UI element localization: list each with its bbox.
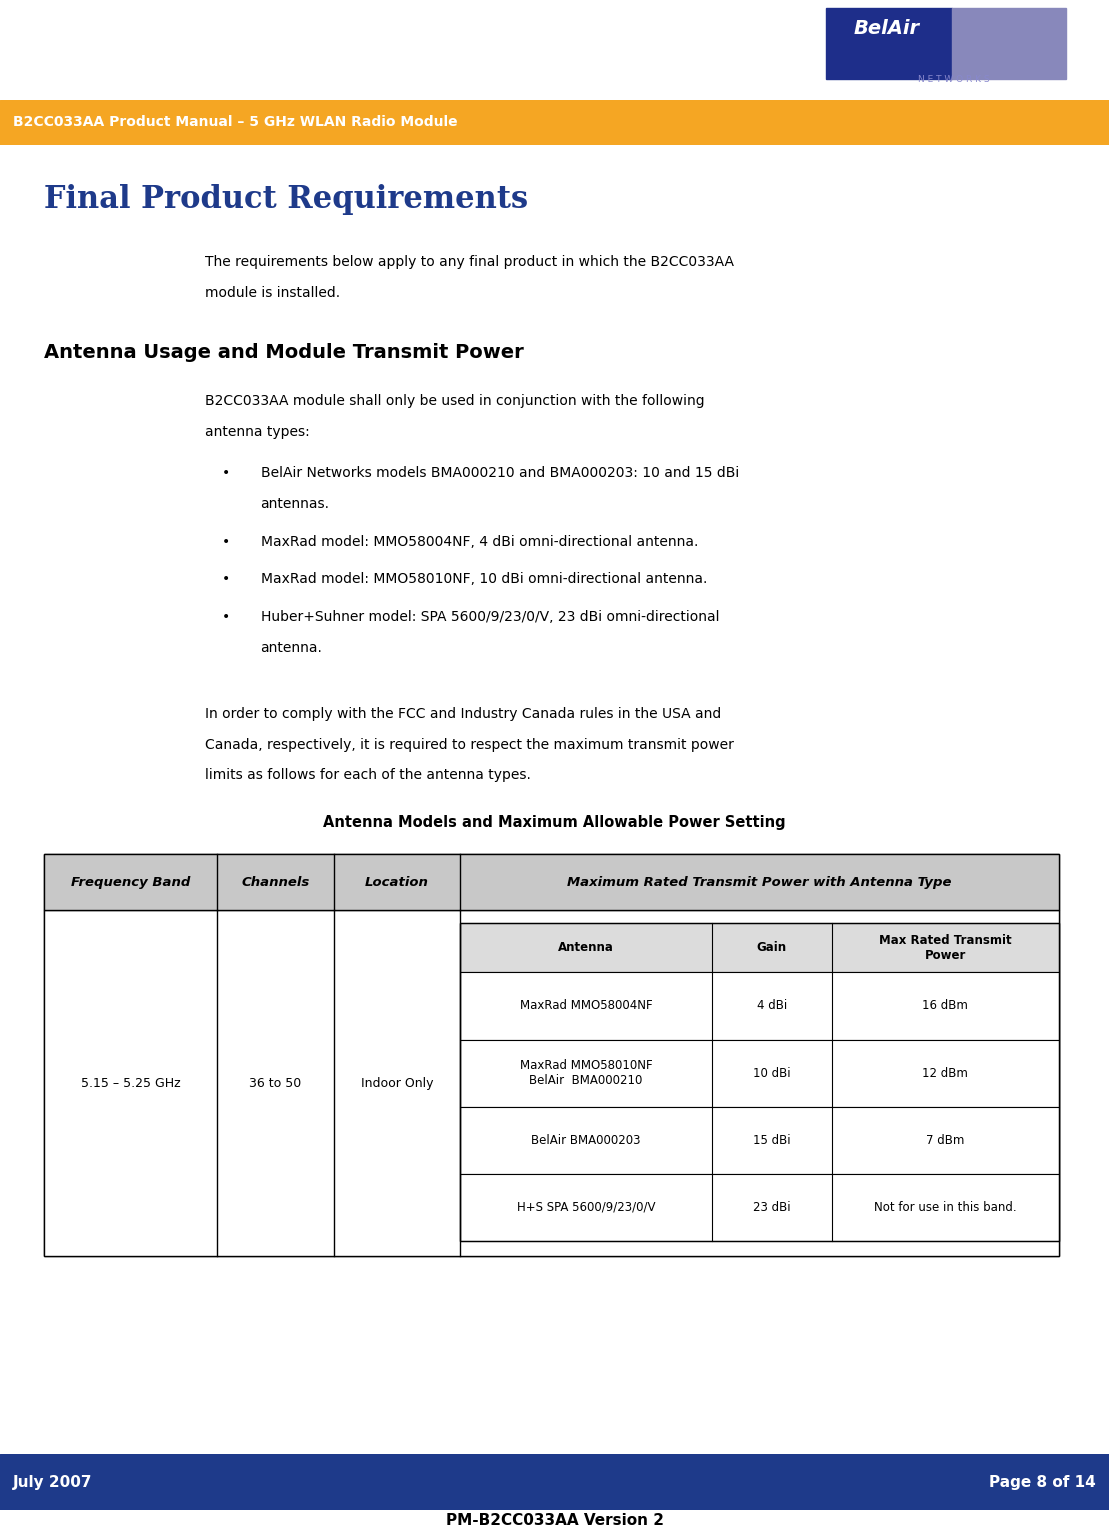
Text: Antenna Usage and Module Transmit Power: Antenna Usage and Module Transmit Power bbox=[44, 343, 525, 361]
Text: Final Product Requirements: Final Product Requirements bbox=[44, 184, 529, 214]
Bar bbox=[44, 911, 1059, 1257]
Text: module is installed.: module is installed. bbox=[205, 286, 340, 300]
Text: Frequency Band: Frequency Band bbox=[71, 876, 191, 888]
Text: antennas.: antennas. bbox=[261, 498, 329, 511]
Text: MaxRad MMO58010NF
BelAir  BMA000210: MaxRad MMO58010NF BelAir BMA000210 bbox=[520, 1059, 652, 1087]
Text: limits as follows for each of the antenna types.: limits as follows for each of the antenn… bbox=[205, 769, 531, 782]
Text: Page 8 of 14: Page 8 of 14 bbox=[989, 1474, 1096, 1490]
Text: B2CC033AA Product Manual – 5 GHz WLAN Radio Module: B2CC033AA Product Manual – 5 GHz WLAN Ra… bbox=[13, 115, 458, 130]
Text: Channels: Channels bbox=[241, 876, 309, 888]
Bar bbox=[460, 1107, 1059, 1174]
Text: Gain: Gain bbox=[756, 942, 786, 954]
Bar bbox=[460, 923, 1059, 1240]
Text: •: • bbox=[222, 609, 230, 623]
Text: 23 dBi: 23 dBi bbox=[753, 1200, 791, 1214]
Text: H+S SPA 5600/9/23/0/V: H+S SPA 5600/9/23/0/V bbox=[517, 1200, 655, 1214]
Text: antenna.: antenna. bbox=[261, 640, 323, 655]
Text: In order to comply with the FCC and Industry Canada rules in the USA and: In order to comply with the FCC and Indu… bbox=[205, 706, 722, 721]
Bar bbox=[460, 923, 1059, 972]
Text: •: • bbox=[222, 534, 230, 550]
Bar bbox=[44, 854, 1059, 1257]
Text: MaxRad MMO58004NF: MaxRad MMO58004NF bbox=[520, 1000, 652, 1012]
Bar bbox=[460, 1040, 1059, 1107]
Text: Huber+Suhner model: SPA 5600/9/23/0/V, 23 dBi omni-directional: Huber+Suhner model: SPA 5600/9/23/0/V, 2… bbox=[261, 609, 719, 623]
Text: 12 dBm: 12 dBm bbox=[923, 1067, 968, 1079]
Text: 15 dBi: 15 dBi bbox=[753, 1133, 791, 1147]
Bar bbox=[952, 8, 1066, 80]
Text: PM-B2CC033AA Version 2: PM-B2CC033AA Version 2 bbox=[446, 1513, 663, 1528]
Bar bbox=[460, 1174, 1059, 1240]
Text: 16 dBm: 16 dBm bbox=[923, 1000, 968, 1012]
Text: antenna types:: antenna types: bbox=[205, 426, 309, 439]
Text: MaxRad model: MMO58010NF, 10 dBi omni-directional antenna.: MaxRad model: MMO58010NF, 10 dBi omni-di… bbox=[261, 573, 708, 586]
Text: Antenna: Antenna bbox=[558, 942, 614, 954]
Text: BelAir: BelAir bbox=[854, 20, 919, 38]
Text: BelAir BMA000203: BelAir BMA000203 bbox=[531, 1133, 641, 1147]
Text: •: • bbox=[222, 573, 230, 586]
Bar bbox=[460, 972, 1059, 1040]
Text: 10 dBi: 10 dBi bbox=[753, 1067, 791, 1079]
Text: N E T W O R K S: N E T W O R K S bbox=[918, 75, 990, 84]
Text: Indoor Only: Indoor Only bbox=[360, 1076, 434, 1090]
Text: 4 dBi: 4 dBi bbox=[756, 1000, 787, 1012]
Text: 36 to 50: 36 to 50 bbox=[250, 1076, 302, 1090]
Text: Not for use in this band.: Not for use in this band. bbox=[874, 1200, 1017, 1214]
Bar bbox=[44, 854, 1059, 911]
Bar bbox=[825, 8, 952, 80]
Text: Location: Location bbox=[365, 876, 429, 888]
Text: B2CC033AA module shall only be used in conjunction with the following: B2CC033AA module shall only be used in c… bbox=[205, 393, 705, 409]
Text: MaxRad model: MMO58004NF, 4 dBi omni-directional antenna.: MaxRad model: MMO58004NF, 4 dBi omni-dir… bbox=[261, 534, 698, 550]
Text: Antenna Models and Maximum Allowable Power Setting: Antenna Models and Maximum Allowable Pow… bbox=[323, 814, 786, 830]
Text: Canada, respectively, it is required to respect the maximum transmit power: Canada, respectively, it is required to … bbox=[205, 738, 734, 752]
Text: Max Rated Transmit
Power: Max Rated Transmit Power bbox=[879, 934, 1011, 961]
Text: July 2007: July 2007 bbox=[13, 1474, 93, 1490]
Text: BelAir Networks models BMA000210 and BMA000203: 10 and 15 dBi: BelAir Networks models BMA000210 and BMA… bbox=[261, 467, 739, 481]
Text: 7 dBm: 7 dBm bbox=[926, 1133, 965, 1147]
Text: Maximum Rated Transmit Power with Antenna Type: Maximum Rated Transmit Power with Antenn… bbox=[568, 876, 952, 888]
Text: 5.15 – 5.25 GHz: 5.15 – 5.25 GHz bbox=[81, 1076, 181, 1090]
Text: •: • bbox=[222, 467, 230, 481]
Text: The requirements below apply to any final product in which the B2CC033AA: The requirements below apply to any fina… bbox=[205, 254, 734, 269]
